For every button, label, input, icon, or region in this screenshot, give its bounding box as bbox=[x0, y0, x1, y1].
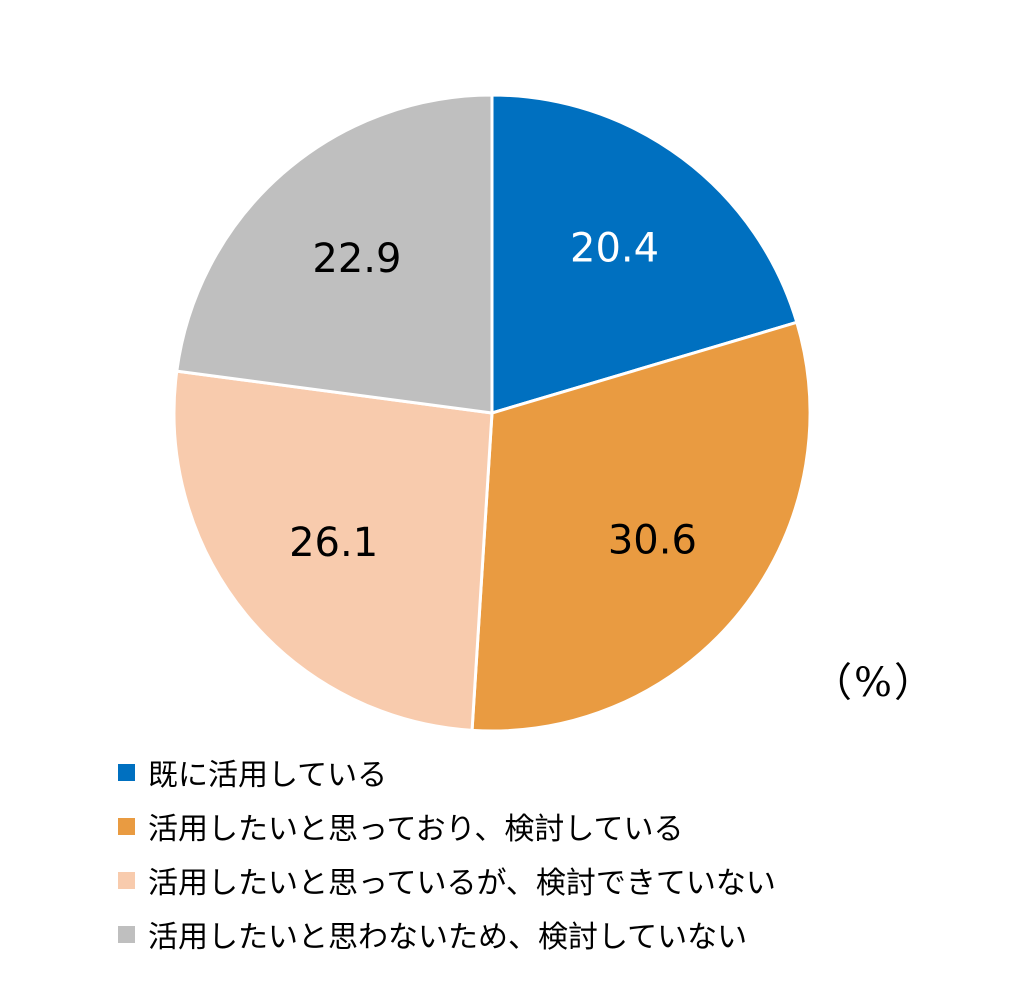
pie-chart: 20.4 30.6 26.1 22.9 bbox=[172, 93, 812, 733]
data-label: 22.9 bbox=[312, 236, 401, 282]
unit-label: （%） bbox=[812, 660, 937, 706]
pie-slice bbox=[470, 320, 812, 733]
legend-label: 既に活用している bbox=[148, 758, 388, 793]
legend-swatch bbox=[118, 763, 135, 781]
legend-item-already-using: 既に活用している bbox=[118, 748, 776, 796]
data-label: 30.6 bbox=[608, 518, 697, 564]
legend-label: 活用したいと思っており、検討している bbox=[148, 812, 684, 847]
legend-item-not-wanting: 活用したいと思わないため、検討していない bbox=[118, 910, 776, 958]
pie-slice bbox=[490, 93, 799, 415]
legend-swatch bbox=[118, 925, 135, 943]
legend-item-not-yet-considering: 活用したいと思っているが、検討できていない bbox=[118, 856, 776, 904]
legend-swatch bbox=[118, 817, 135, 835]
data-label: 26.1 bbox=[289, 520, 378, 566]
legend-swatch bbox=[118, 871, 135, 889]
data-label: 20.4 bbox=[570, 226, 659, 272]
legend-item-considering: 活用したいと思っており、検討している bbox=[118, 802, 776, 850]
legend-label: 活用したいと思わないため、検討していない bbox=[148, 920, 748, 955]
pie-slice bbox=[172, 369, 494, 732]
legend-label: 活用したいと思っているが、検討できていない bbox=[148, 866, 776, 901]
pie-slice bbox=[175, 93, 494, 415]
legend: 既に活用している 活用したいと思っており、検討している 活用したいと思っているが… bbox=[118, 748, 776, 964]
